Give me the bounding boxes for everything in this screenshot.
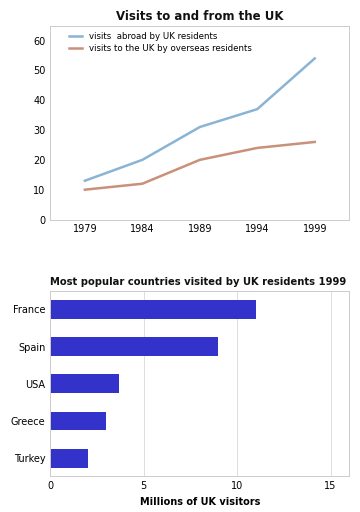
Title: Visits to and from the UK: Visits to and from the UK — [116, 10, 284, 23]
Bar — [50, 337, 219, 356]
X-axis label: Millions of UK visitors: Millions of UK visitors — [140, 497, 260, 506]
Bar — [50, 412, 107, 431]
Bar — [50, 374, 120, 393]
Text: Most popular countries visited by UK residents 1999: Most popular countries visited by UK res… — [50, 276, 347, 287]
Bar — [50, 449, 88, 468]
Bar — [50, 300, 256, 318]
Legend: visits  abroad by UK residents, visits to the UK by overseas residents: visits abroad by UK residents, visits to… — [67, 30, 255, 56]
